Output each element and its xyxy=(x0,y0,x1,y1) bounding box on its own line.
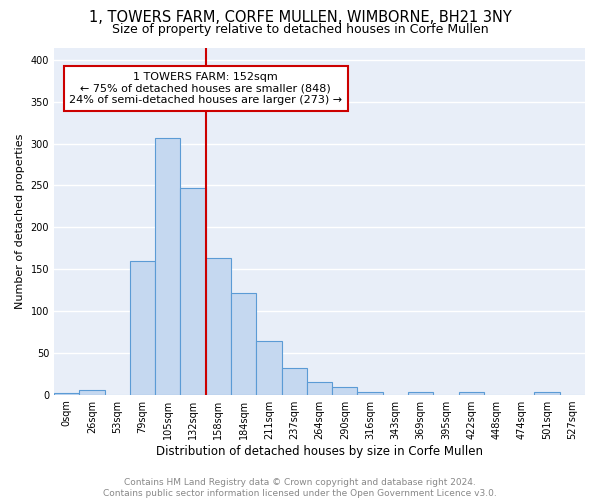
Bar xyxy=(155,138,181,394)
Y-axis label: Number of detached properties: Number of detached properties xyxy=(15,134,25,308)
Text: Contains HM Land Registry data © Crown copyright and database right 2024.
Contai: Contains HM Land Registry data © Crown c… xyxy=(103,478,497,498)
Bar xyxy=(181,188,206,394)
Bar xyxy=(535,392,560,394)
Bar xyxy=(307,382,332,394)
Bar xyxy=(281,368,307,394)
Bar xyxy=(54,393,79,394)
Text: 1, TOWERS FARM, CORFE MULLEN, WIMBORNE, BH21 3NY: 1, TOWERS FARM, CORFE MULLEN, WIMBORNE, … xyxy=(89,10,511,25)
Text: Size of property relative to detached houses in Corfe Mullen: Size of property relative to detached ho… xyxy=(112,22,488,36)
X-axis label: Distribution of detached houses by size in Corfe Mullen: Distribution of detached houses by size … xyxy=(156,444,483,458)
Bar xyxy=(206,258,231,394)
Bar xyxy=(332,387,358,394)
Bar xyxy=(256,341,281,394)
Bar xyxy=(358,392,383,394)
Bar xyxy=(408,392,433,394)
Text: 1 TOWERS FARM: 152sqm
← 75% of detached houses are smaller (848)
24% of semi-det: 1 TOWERS FARM: 152sqm ← 75% of detached … xyxy=(69,72,343,105)
Bar xyxy=(79,390,104,394)
Bar xyxy=(231,294,256,394)
Bar xyxy=(130,261,155,394)
Bar xyxy=(458,392,484,394)
